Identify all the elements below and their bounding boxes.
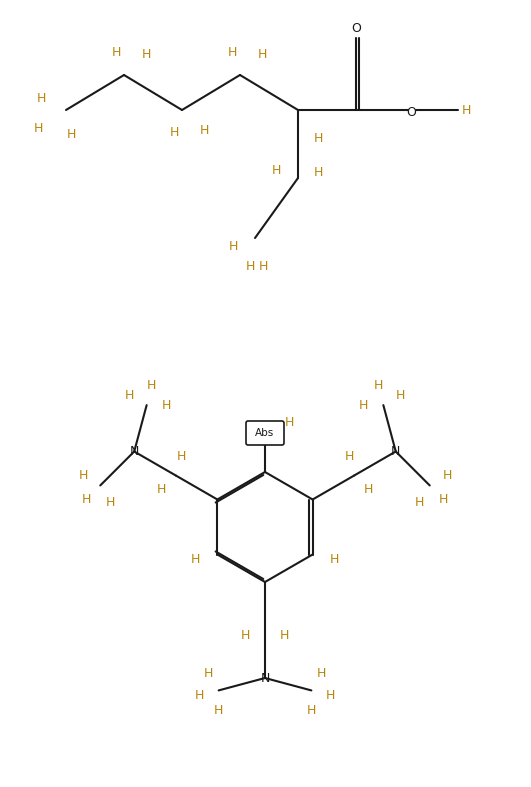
Text: H: H [461, 104, 470, 116]
Text: O: O [351, 21, 361, 35]
Text: H: H [204, 667, 213, 680]
Text: H: H [415, 497, 424, 509]
FancyBboxPatch shape [246, 421, 284, 445]
Text: H: H [125, 389, 134, 401]
Text: N: N [130, 445, 139, 458]
Text: H: H [271, 164, 281, 176]
Text: H: H [141, 49, 151, 61]
Text: H: H [358, 399, 368, 412]
Text: H: H [442, 469, 452, 482]
Text: H: H [112, 46, 121, 60]
Text: H: H [258, 49, 267, 61]
Text: H: H [344, 449, 354, 463]
Text: H: H [313, 131, 323, 145]
Text: N: N [391, 445, 400, 458]
Text: H: H [364, 483, 373, 496]
Text: Abs: Abs [255, 428, 275, 438]
Text: H: H [162, 399, 172, 412]
Text: H: H [228, 239, 238, 253]
Text: H: H [176, 449, 186, 463]
Text: H: H [214, 704, 224, 717]
Text: H: H [241, 629, 251, 641]
Text: H: H [106, 497, 115, 509]
Text: H: H [245, 260, 255, 272]
Text: H: H [258, 260, 268, 272]
Text: H: H [157, 483, 166, 496]
Text: O: O [406, 105, 416, 119]
Text: H: H [227, 46, 237, 60]
Text: H: H [199, 124, 209, 136]
Text: H: H [313, 167, 323, 179]
Text: H: H [191, 553, 200, 566]
Text: H: H [373, 379, 383, 392]
Text: H: H [33, 121, 42, 135]
Text: H: H [169, 125, 179, 139]
Text: H: H [439, 493, 449, 506]
Text: H: H [81, 493, 91, 506]
Text: H: H [36, 91, 46, 105]
Text: H: H [396, 389, 405, 401]
Text: H: H [316, 667, 326, 680]
Text: H: H [330, 553, 339, 566]
Text: H: H [147, 379, 157, 392]
Text: H: H [78, 469, 88, 482]
Text: N: N [260, 671, 270, 685]
Text: H: H [284, 416, 294, 430]
Text: H: H [66, 128, 76, 142]
Text: H: H [195, 689, 204, 702]
Text: H: H [307, 704, 316, 717]
Text: H: H [280, 629, 289, 641]
Text: H: H [326, 689, 336, 702]
